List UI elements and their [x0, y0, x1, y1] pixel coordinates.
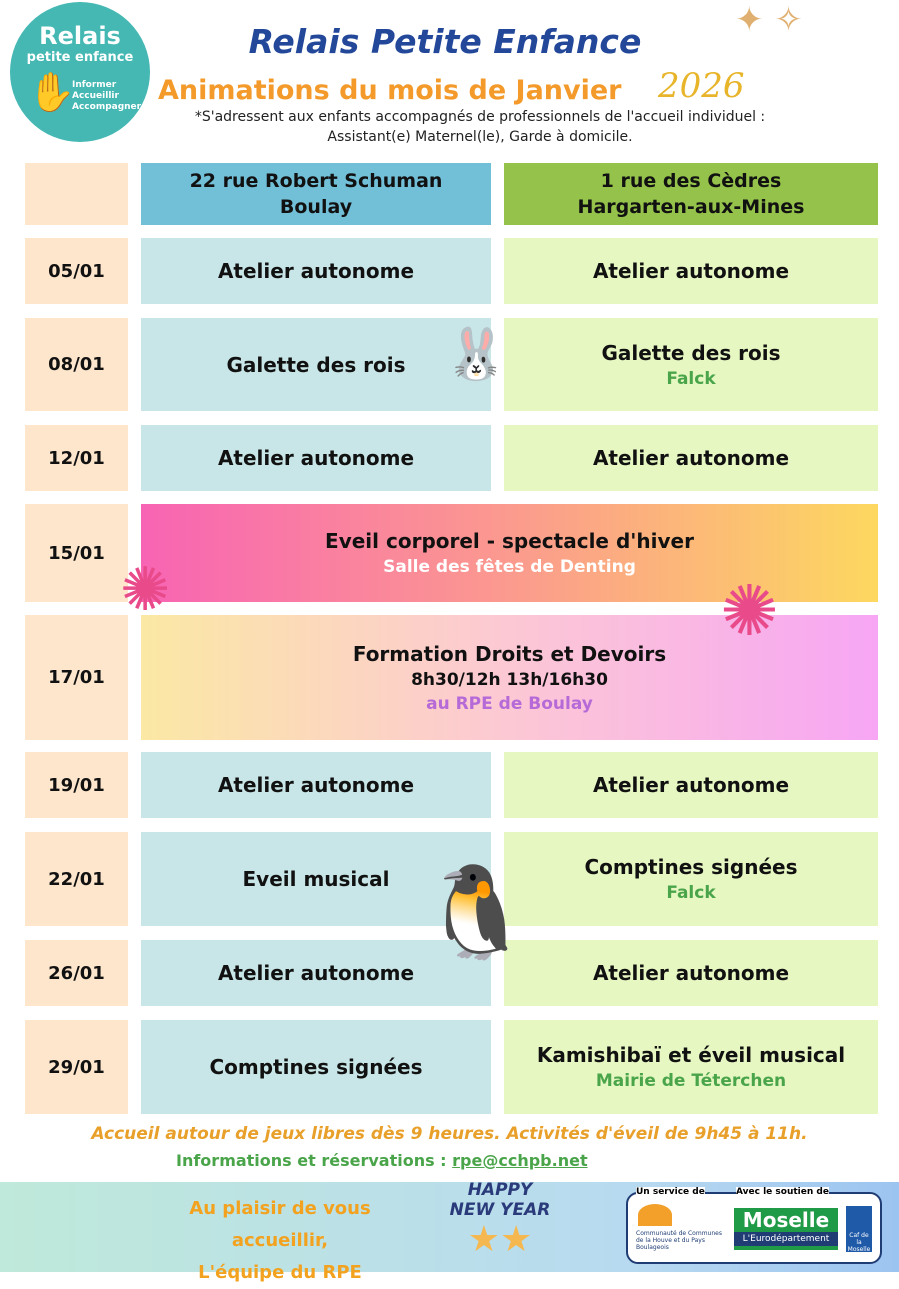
boulay-event-cell: Atelier autonome — [141, 425, 491, 491]
firework-icon: ✺ — [720, 570, 779, 652]
event-time: 8h30/12h 13h/16h30 — [411, 669, 608, 690]
date-cell: 29/01 — [25, 1020, 128, 1114]
boulay-event-cell: Atelier autonome — [141, 940, 491, 1006]
contact-info: Informations et réservations : rpe@cchpb… — [176, 1151, 588, 1170]
date-cell: 22/01 — [25, 832, 128, 926]
year: 2026 — [658, 66, 745, 106]
audience-note: *S'adressent aux enfants accompagnés de … — [194, 109, 766, 145]
page-subtitle: Animations du mois de Janvier — [158, 75, 622, 106]
hours-info: Accueil autour de jeux libres dès 9 heur… — [91, 1124, 808, 1144]
boulay-event-cell: Atelier autonome — [141, 238, 491, 304]
hargarten-event-cell: Atelier autonome — [504, 940, 878, 1006]
date-cell: 15/01 — [25, 504, 128, 602]
event-location: Salle des fêtes de Denting — [383, 557, 636, 577]
boulay-event-cell: Comptines signées — [141, 1020, 491, 1114]
firework-icon: ✺ — [120, 555, 171, 625]
logo-line: petite enfance — [26, 50, 134, 65]
moselle-logo: Moselle L'Eurodépartement — [734, 1208, 838, 1250]
cc-logo — [638, 1204, 672, 1226]
boulay-event-cell: Atelier autonome — [141, 752, 491, 818]
logo-tagline: Informer Accueillir Accompagner — [72, 80, 142, 112]
boulay-event-cell: Galette des rois — [141, 318, 491, 411]
event-location: Mairie de Téterchen — [595, 1071, 787, 1091]
hargarten-event-cell: Atelier autonome — [504, 752, 878, 818]
column-header-hargarten: 1 rue des Cèdres Hargarten-aux-Mines — [504, 163, 878, 225]
event-span-cell: Formation Droits et Devoirs 8h30/12h 13h/… — [141, 615, 878, 740]
hargarten-event-cell: Atelier autonome — [504, 425, 878, 491]
happy-new-year-glasses: HAPPY NEW YEAR ★★ — [440, 1180, 560, 1260]
date-header — [25, 163, 128, 225]
cc-name: Communauté de Communes de la Houve et du… — [636, 1230, 722, 1251]
hand-icon: ✋ — [28, 70, 76, 114]
column-header-boulay: 22 rue Robert Schuman Boulay — [141, 163, 491, 225]
date-cell: 08/01 — [25, 318, 128, 411]
hargarten-event-cell: Galette des rois Falck — [504, 318, 878, 411]
event-location: Falck — [666, 883, 716, 903]
email-link[interactable]: rpe@cchpb.net — [452, 1151, 588, 1170]
star-glasses-icon: ★★ — [467, 1219, 533, 1260]
service-label: Un service de — [636, 1187, 705, 1197]
date-cell: 12/01 — [25, 425, 128, 491]
boulay-event-cell: Eveil musical — [141, 832, 491, 926]
event-span-cell: Eveil corporel - spectacle d'hiver Salle … — [141, 504, 878, 602]
logo-line: Relais — [39, 22, 121, 50]
date-cell: 26/01 — [25, 940, 128, 1006]
partners-box: Un service de Avec le soutien de Communa… — [626, 1187, 882, 1264]
date-cell: 19/01 — [25, 752, 128, 818]
bunny-party-icon: 🐰 — [445, 325, 508, 383]
event-location: au RPE de Boulay — [426, 693, 593, 714]
support-label: Avec le soutien de — [736, 1187, 829, 1197]
closing-message: Au plaisir de vous accueillir, L'équipe d… — [189, 1198, 371, 1283]
rpe-logo: Relais petite enfance ✋ Informer Accueill… — [10, 2, 150, 142]
hargarten-event-cell: Kamishibaï et éveil musical Mairie de Tét… — [504, 1020, 878, 1114]
event-location: Falck — [666, 368, 716, 389]
date-cell: 05/01 — [25, 238, 128, 304]
hargarten-event-cell: Atelier autonome — [504, 238, 878, 304]
sparkle-icon: ✦ ✧ — [735, 0, 803, 40]
caf-logo: Caf de la Moselle — [846, 1206, 872, 1253]
hargarten-event-cell: Comptines signées Falck — [504, 832, 878, 926]
date-cell: 17/01 — [25, 615, 128, 740]
penguin-party-icon: 🐧 — [420, 860, 533, 965]
page-title: Relais Petite Enfance — [248, 22, 642, 61]
